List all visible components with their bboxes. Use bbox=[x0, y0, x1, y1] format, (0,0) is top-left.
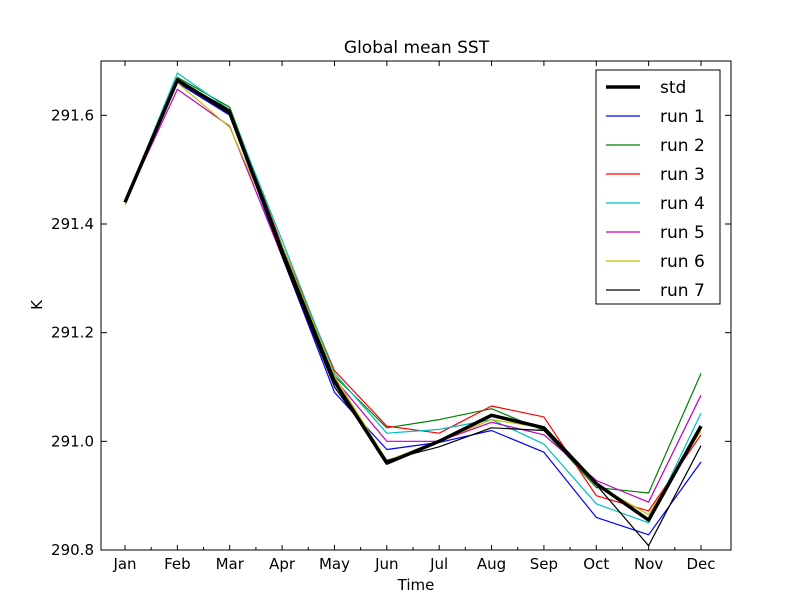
legend-frame bbox=[595, 69, 721, 305]
legend-label: run 6 bbox=[660, 252, 705, 272]
x-tick-label: Jul bbox=[429, 555, 448, 573]
legend-label: run 7 bbox=[660, 281, 705, 301]
legend: std run 1 run 2 run 3 run 4 run 5 run 6 run 7 bbox=[595, 69, 721, 305]
plot-lines bbox=[123, 72, 703, 547]
x-tick-label: Oct bbox=[583, 555, 609, 573]
y-tick-label: 291.4 bbox=[51, 215, 94, 233]
x-tick-label: May bbox=[319, 555, 350, 573]
series-line-std bbox=[123, 78, 703, 522]
chart-title: Global mean SST bbox=[344, 38, 490, 58]
x-tick-label: Feb bbox=[164, 555, 191, 573]
x-tick-label: Sep bbox=[530, 555, 558, 573]
legend-label: run 1 bbox=[660, 107, 705, 127]
legend-label: run 2 bbox=[660, 136, 705, 156]
x-axis-label: Time bbox=[397, 576, 435, 594]
series-line-run-4 bbox=[124, 72, 702, 524]
legend-label: run 3 bbox=[660, 165, 705, 185]
x-tick-label: Nov bbox=[634, 555, 663, 573]
legend-label: std bbox=[660, 78, 686, 98]
x-tick-label: Mar bbox=[216, 555, 245, 573]
plot-frame bbox=[100, 60, 732, 551]
y-axis-label: K bbox=[28, 299, 46, 310]
legend-label: run 4 bbox=[660, 194, 705, 214]
y-tick-label: 291.2 bbox=[51, 324, 94, 342]
y-tick-label: 290.8 bbox=[51, 541, 94, 559]
series-line-run-1 bbox=[124, 82, 702, 536]
x-tick-label: Dec bbox=[686, 555, 715, 573]
axis-tick-labels: Jan Feb Mar Apr May Jun Jul Aug Sep Oct Nov Dec 290.… bbox=[51, 106, 715, 573]
x-tick-label: Jan bbox=[112, 555, 136, 573]
y-tick-label: 291.6 bbox=[51, 106, 94, 124]
x-tick-label: Apr bbox=[269, 555, 296, 573]
y-tick-label: 291.0 bbox=[51, 432, 94, 450]
x-tick-label: Aug bbox=[477, 555, 506, 573]
x-tick-label: Jun bbox=[374, 555, 398, 573]
legend-label: run 5 bbox=[660, 223, 705, 243]
axis-ticks bbox=[101, 61, 731, 551]
